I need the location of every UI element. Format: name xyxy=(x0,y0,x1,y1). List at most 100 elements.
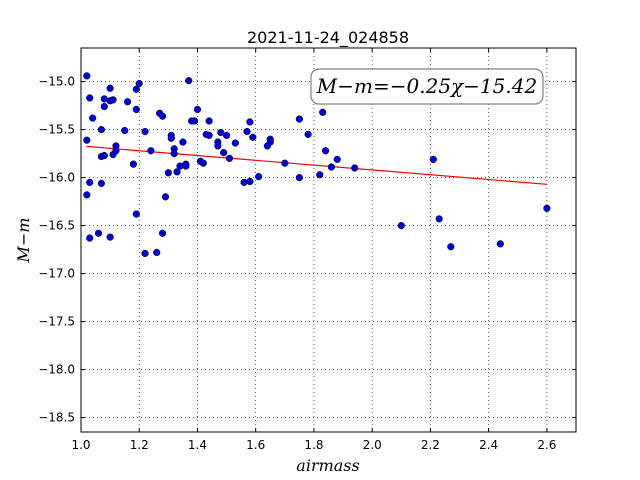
data-point xyxy=(158,229,167,237)
y-tick-label: −15.5 xyxy=(38,123,75,137)
data-point xyxy=(83,191,91,199)
chart-title: 2021-11-24_024858 xyxy=(247,28,409,48)
fit-line xyxy=(86,145,547,185)
x-tick-label: 2.6 xyxy=(537,438,556,452)
data-point xyxy=(89,114,97,122)
data-point xyxy=(185,77,193,85)
data-point xyxy=(112,147,120,155)
data-point xyxy=(129,160,138,168)
data-point xyxy=(246,118,254,126)
data-point xyxy=(496,240,504,248)
y-tick-label: −17.0 xyxy=(38,267,75,281)
data-point xyxy=(304,130,312,139)
data-point xyxy=(190,117,199,125)
data-point xyxy=(141,127,149,136)
y-tick-label: −17.5 xyxy=(38,315,75,329)
data-point xyxy=(132,105,140,114)
data-point xyxy=(295,115,303,123)
data-point xyxy=(199,159,207,167)
data-point xyxy=(295,174,303,182)
x-tick-label: 1.6 xyxy=(246,438,265,452)
x-tick-label: 1.0 xyxy=(71,438,90,452)
y-tick-label: −15.0 xyxy=(38,75,75,89)
axis-ticks: 1.0 1.2 1.4 1.6 1.8 2.0 2.2 2.4 2.6 −15.0 −15.5 −16… xyxy=(38,48,576,452)
data-point xyxy=(123,98,132,106)
data-point xyxy=(132,210,140,218)
data-point xyxy=(153,248,161,257)
y-tick-label: −18.0 xyxy=(38,363,75,377)
data-point xyxy=(333,155,341,163)
x-tick-label: 1.4 xyxy=(188,438,207,452)
data-point xyxy=(249,133,257,141)
data-point xyxy=(170,150,178,158)
fit-line-layer xyxy=(86,145,547,185)
data-point xyxy=(225,154,234,163)
data-point xyxy=(135,79,143,88)
x-tick-label: 2.2 xyxy=(421,438,440,452)
data-point xyxy=(100,102,108,111)
data-point xyxy=(132,85,140,93)
data-point xyxy=(351,164,359,172)
data-point xyxy=(435,215,443,223)
data-point xyxy=(109,96,117,104)
y-tick-label: −16.0 xyxy=(38,171,75,185)
data-point xyxy=(266,138,274,146)
data-point xyxy=(205,117,213,125)
equation-box xyxy=(310,68,544,105)
data-point xyxy=(205,131,213,139)
y-tick-label: −16.5 xyxy=(38,219,75,233)
data-point xyxy=(100,151,108,160)
data-point xyxy=(281,159,289,167)
x-tick-label: 1.8 xyxy=(304,438,323,452)
data-point xyxy=(327,163,336,171)
data-point xyxy=(231,139,239,147)
x-tick-label: 1.2 xyxy=(130,438,149,452)
plot-frame xyxy=(80,47,577,433)
x-axis-label: airmass xyxy=(296,456,359,475)
data-point xyxy=(255,173,263,181)
data-point xyxy=(319,108,327,116)
data-point xyxy=(94,229,103,237)
data-point xyxy=(147,147,155,155)
data-point xyxy=(429,155,437,163)
data-points xyxy=(83,72,551,258)
data-point xyxy=(86,94,94,102)
data-point xyxy=(83,72,91,80)
equation-annotation: M−m=−0.25χ−15.42 xyxy=(310,68,544,105)
equation-text: M−m=−0.25χ−15.42 xyxy=(316,74,537,98)
data-point xyxy=(321,147,330,155)
data-point xyxy=(316,171,324,179)
data-point xyxy=(164,169,172,177)
data-point xyxy=(97,126,105,134)
y-tick-label: −18.5 xyxy=(38,411,75,425)
data-point xyxy=(121,126,129,135)
data-point xyxy=(158,112,167,120)
data-point xyxy=(217,128,225,137)
data-point xyxy=(222,131,231,139)
data-point xyxy=(83,136,91,144)
data-point xyxy=(220,149,228,157)
data-point xyxy=(246,177,254,186)
data-point xyxy=(167,134,175,142)
data-point xyxy=(106,84,114,92)
data-point xyxy=(543,204,551,212)
data-point xyxy=(173,168,181,176)
data-point xyxy=(193,105,202,114)
data-point xyxy=(243,127,251,136)
data-point xyxy=(447,243,455,251)
data-point xyxy=(397,222,405,230)
data-point xyxy=(86,178,94,187)
data-point xyxy=(141,249,149,258)
x-tick-label: 2.0 xyxy=(363,438,382,452)
x-tick-label: 2.4 xyxy=(479,438,498,452)
data-point xyxy=(106,233,114,241)
data-point xyxy=(161,193,170,201)
y-axis-label: M−m xyxy=(14,218,33,264)
data-point xyxy=(86,234,94,242)
data-point xyxy=(214,142,222,150)
data-point xyxy=(97,179,105,187)
data-point xyxy=(179,138,187,146)
data-point xyxy=(182,162,190,170)
